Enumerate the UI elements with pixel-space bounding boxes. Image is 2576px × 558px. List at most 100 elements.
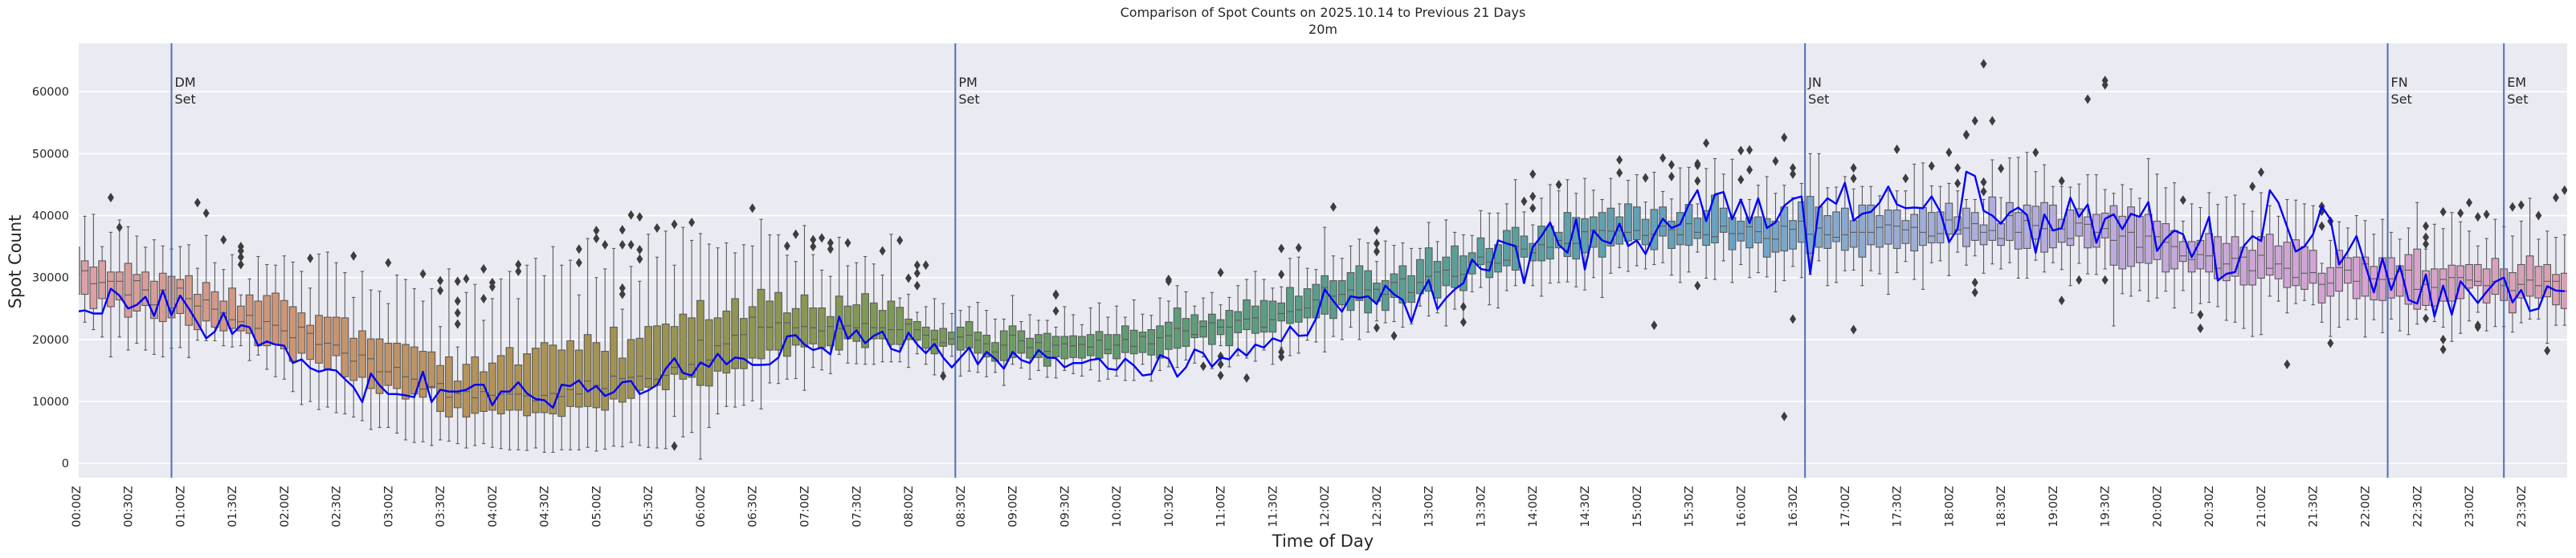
outlier-point xyxy=(2439,206,2447,217)
event-label: PM xyxy=(958,75,977,90)
box-iqr xyxy=(263,295,271,347)
box-iqr xyxy=(150,280,158,320)
box-iqr xyxy=(921,326,930,349)
box-iqr xyxy=(2248,250,2257,286)
box-iqr xyxy=(2404,254,2413,305)
x-tick-label: 05:30Z xyxy=(643,486,655,527)
outlier-point xyxy=(1052,290,1059,300)
box-270 xyxy=(2413,202,2422,325)
x-tick-label: 18:30Z xyxy=(1995,486,2008,527)
outlier-point xyxy=(1390,331,1398,341)
box-174 xyxy=(1581,177,1589,291)
box-48 xyxy=(488,298,496,448)
box-52 xyxy=(523,264,531,451)
box-185 xyxy=(1676,167,1684,283)
box-iqr xyxy=(852,304,861,342)
box-iqr xyxy=(1823,214,1832,250)
box-210 xyxy=(1892,190,1901,274)
outlier-point xyxy=(618,289,626,299)
box-146 xyxy=(1337,258,1346,340)
x-tick-label: 21:00Z xyxy=(2256,486,2268,527)
outlier-point xyxy=(1703,138,1710,149)
y-tick-label: 0 xyxy=(62,458,69,470)
x-tick-label: 16:00Z xyxy=(1735,486,1748,527)
box-235 xyxy=(2109,193,2118,327)
outlier-point xyxy=(593,234,600,244)
box-246 xyxy=(2205,192,2214,303)
box-207 xyxy=(1867,185,1876,271)
box-iqr xyxy=(2144,214,2153,264)
box-iqr xyxy=(740,318,748,369)
box-iqr xyxy=(2049,204,2057,249)
box-150 xyxy=(1373,261,1381,322)
outlier-point xyxy=(1278,347,1285,357)
outlier-point xyxy=(1668,160,1675,170)
outlier-point xyxy=(480,293,488,303)
today-series xyxy=(79,170,2565,409)
outlier-point xyxy=(922,260,929,271)
outlier-point xyxy=(1781,411,1788,422)
box-112 xyxy=(1043,320,1051,378)
box-iqr xyxy=(1771,220,1780,253)
box-130 xyxy=(1199,297,1207,358)
outlier-point xyxy=(307,253,314,263)
event-label: Set xyxy=(1808,92,1829,107)
outlier-point xyxy=(2257,167,2264,177)
box-iqr xyxy=(2066,210,2075,246)
box-iqr xyxy=(1737,220,1745,242)
box-14 xyxy=(194,267,202,341)
box-iqr xyxy=(2447,264,2456,302)
outlier-point xyxy=(1529,169,1537,179)
x-tick-label: 12:30Z xyxy=(1371,486,1384,527)
box-125 xyxy=(1156,297,1164,372)
outlier-point xyxy=(2535,210,2542,221)
outlier-point xyxy=(618,239,626,250)
box-iqr xyxy=(2335,250,2343,292)
box-27 xyxy=(306,287,315,402)
outlier-point xyxy=(1945,147,1953,157)
box-iqr xyxy=(982,334,991,358)
box-iqr xyxy=(1069,335,1077,358)
outlier-point xyxy=(819,233,826,243)
box-iqr xyxy=(1390,273,1398,298)
box-54 xyxy=(540,275,549,453)
box-iqr xyxy=(939,328,948,347)
box-iqr xyxy=(1668,220,1676,250)
box-97 xyxy=(912,312,921,355)
box-iqr xyxy=(2162,223,2170,273)
box-70 xyxy=(679,226,688,438)
box-65 xyxy=(635,280,644,446)
box-152 xyxy=(1390,245,1398,323)
y-axis-label: Spot Count xyxy=(6,215,25,309)
outlier-point xyxy=(1694,161,1701,171)
box-151 xyxy=(1381,240,1390,324)
box-0 xyxy=(79,246,80,295)
box-134 xyxy=(1234,285,1243,356)
box-iqr xyxy=(297,312,306,354)
box-iqr xyxy=(115,271,124,301)
box-127 xyxy=(1173,285,1182,369)
box-iqr xyxy=(956,326,965,351)
box-iqr xyxy=(1207,313,1216,345)
box-iqr xyxy=(974,332,982,354)
box-165 xyxy=(1502,203,1511,291)
box-iqr xyxy=(1979,224,1988,246)
box-iqr xyxy=(1702,210,1710,246)
box-84 xyxy=(800,225,809,391)
box-iqr xyxy=(1129,329,1138,355)
box-69 xyxy=(670,264,679,417)
box-193 xyxy=(1745,198,1753,279)
box-iqr xyxy=(566,340,574,407)
x-tick-label: 14:30Z xyxy=(1579,486,1592,527)
outlier-point xyxy=(419,269,427,279)
x-tick-label: 13:30Z xyxy=(1475,486,1488,527)
outlier-point xyxy=(1616,155,1623,165)
box-iqr xyxy=(670,326,679,375)
box-158 xyxy=(1442,219,1451,327)
box-234 xyxy=(2100,189,2109,270)
box-256 xyxy=(2292,199,2300,304)
box-iqr xyxy=(1346,271,1355,312)
box-iqr xyxy=(1234,311,1243,333)
outlier-point xyxy=(2439,344,2447,355)
outlier-point xyxy=(1790,163,1797,173)
